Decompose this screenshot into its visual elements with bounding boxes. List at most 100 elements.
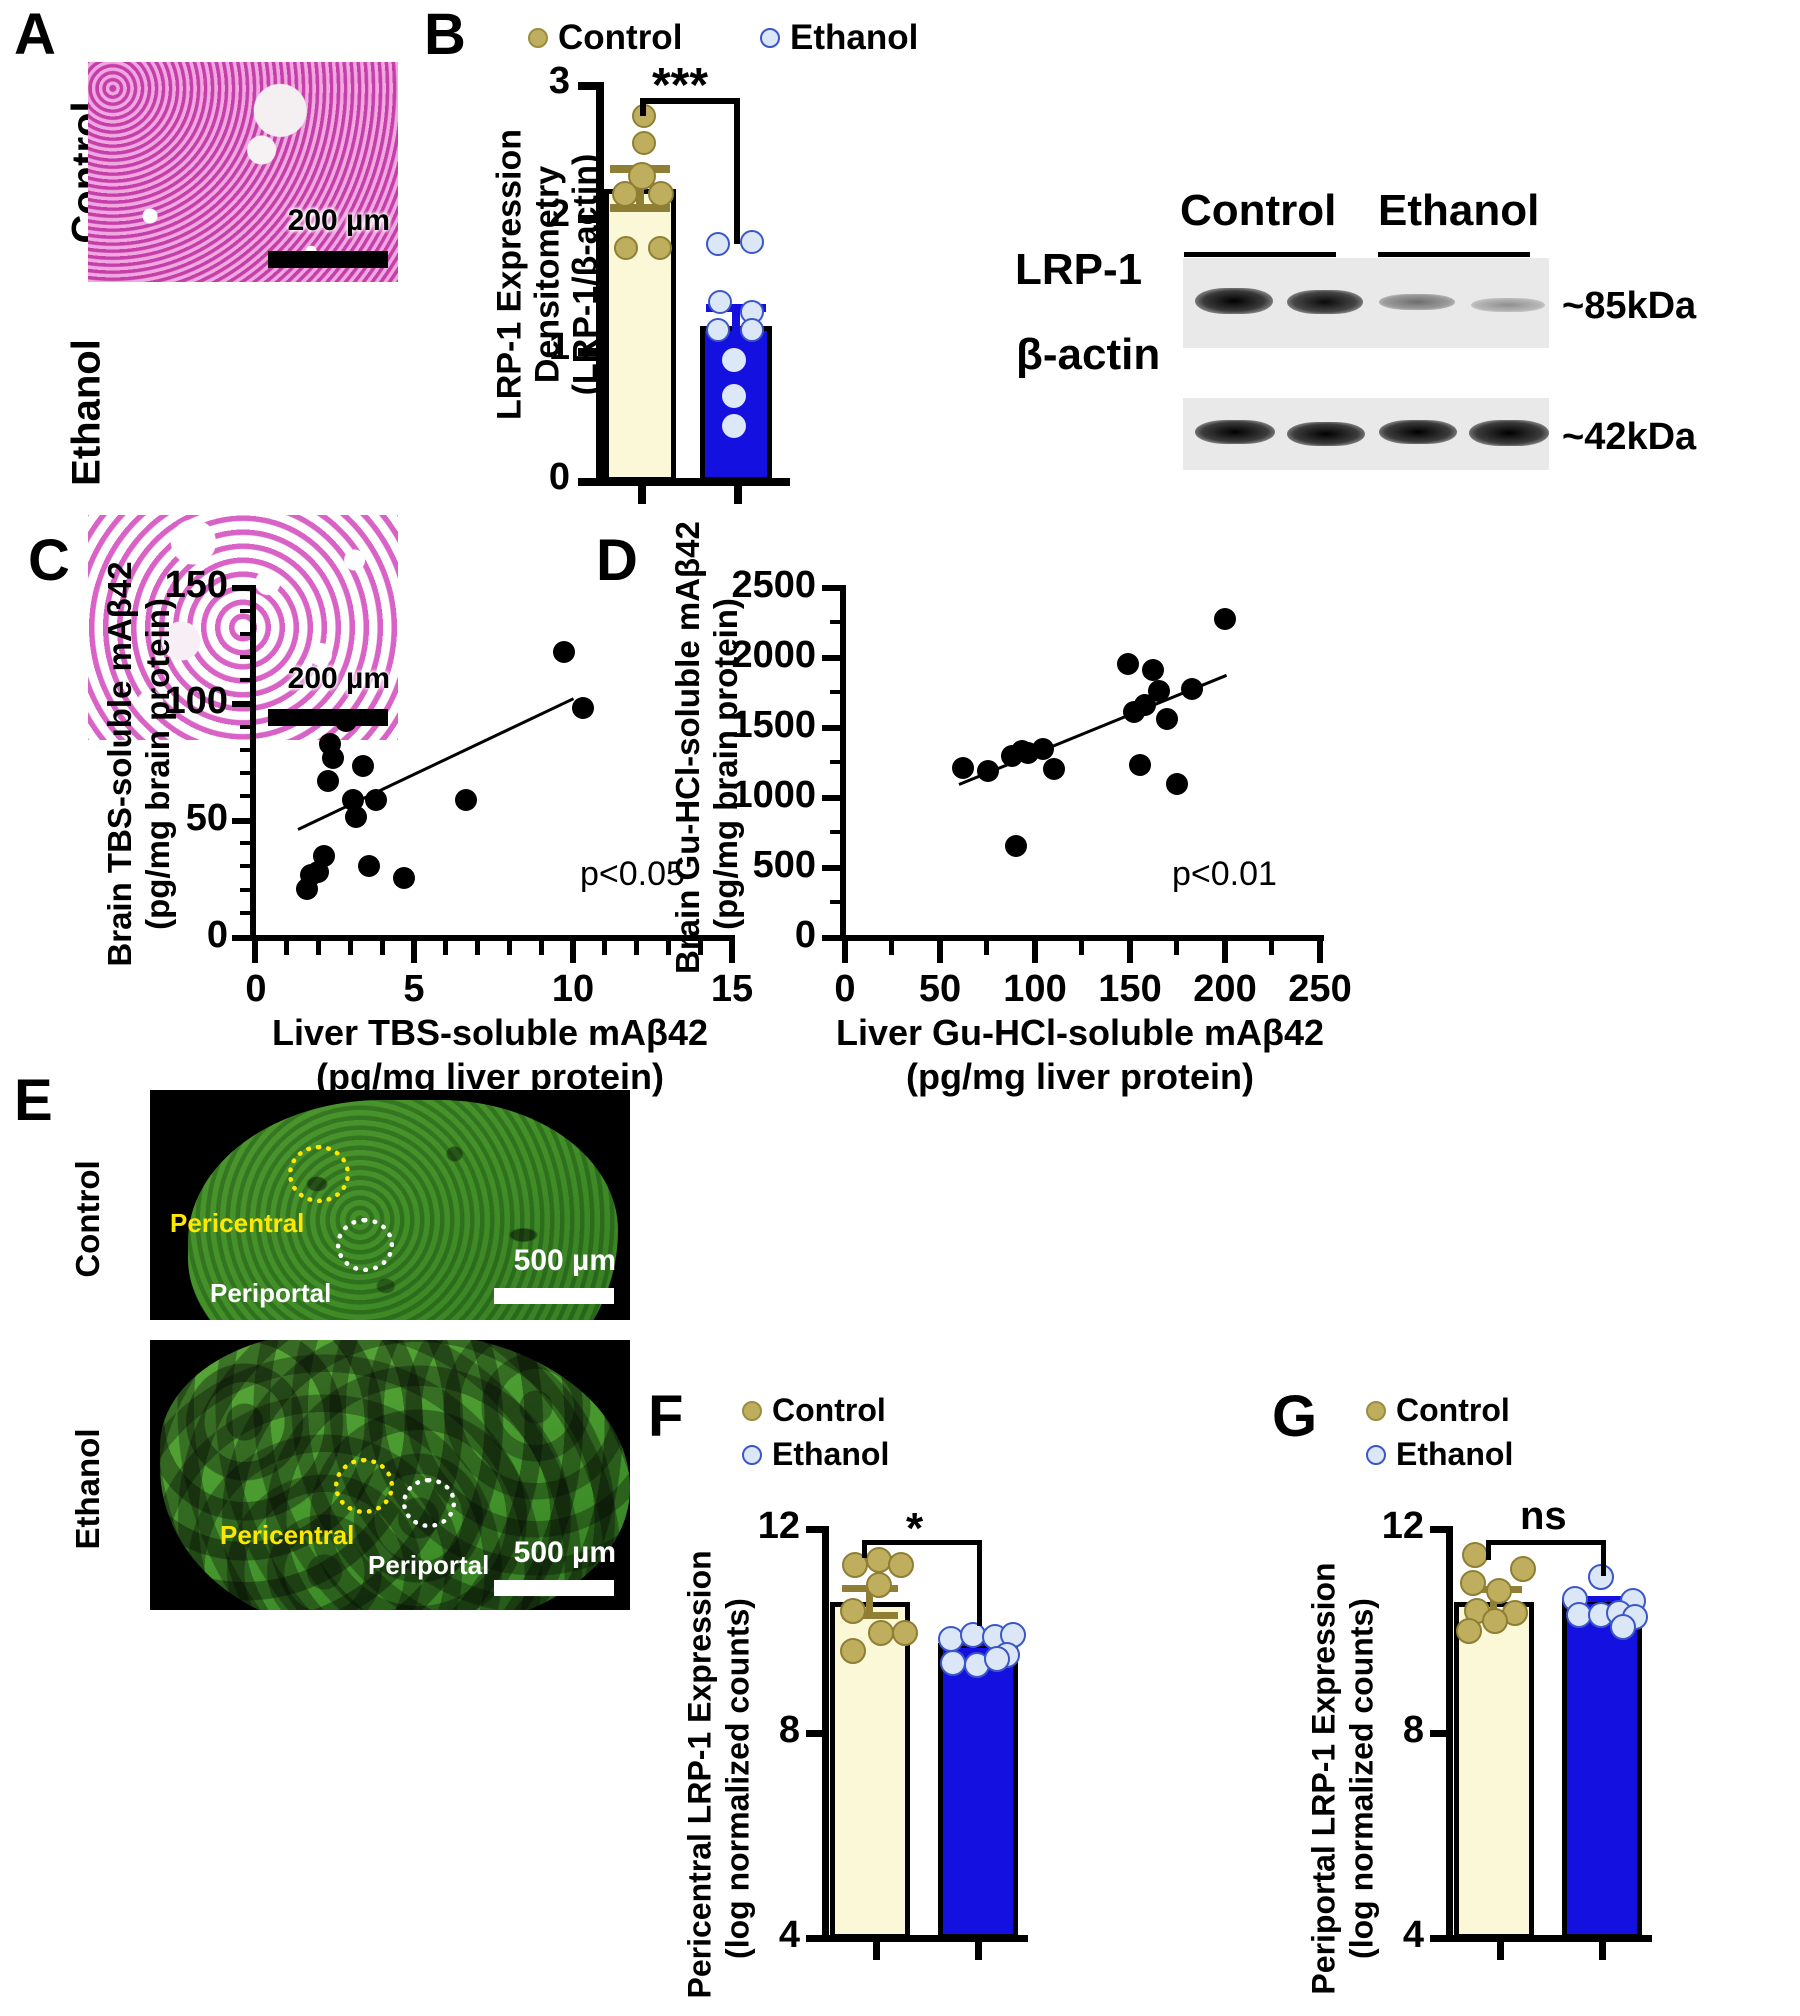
panel-letter-a: A xyxy=(14,2,56,67)
panel-d-xticklabel-200: 200 xyxy=(1193,968,1257,1010)
panel-d-xtick-250 xyxy=(1317,941,1323,963)
panel-f-point-ethanol xyxy=(984,1646,1010,1672)
panel-f-sig-bracket-right xyxy=(977,1540,982,1626)
panel-c-y-axis xyxy=(250,585,256,941)
panel-g-point-control xyxy=(1462,1542,1488,1568)
panel-e-row-label-control: Control xyxy=(69,1160,106,1278)
panel-f-significance: * xyxy=(906,1504,924,1553)
panel-g-x-axis xyxy=(1446,1935,1652,1942)
legend-label-ethanol: Ethanol xyxy=(1396,1436,1514,1472)
panel-f-x-axis xyxy=(822,1935,1028,1942)
panel-g-yticklabel-12: 12 xyxy=(1381,1505,1424,1547)
panel-d-yticklabel-0: 0 xyxy=(794,914,816,956)
panel-d-yticklabel-500: 500 xyxy=(752,844,816,886)
scalebar-text-fluorescence-control: 500 µm xyxy=(513,1244,616,1277)
panel-b-legend-ethanol: Ethanol xyxy=(760,18,918,58)
scalebar-fluorescence-control xyxy=(494,1288,614,1304)
legend-marker-control-icon xyxy=(1366,1400,1386,1421)
fluorescence-image-ethanol: Pericentral Periportal 500 µm xyxy=(150,1340,630,1610)
panel-c-datapoint xyxy=(342,789,364,811)
fluorescence-image-control: Pericentral Periportal 500 µm xyxy=(150,1090,630,1320)
blot-group-label-ethanol: Ethanol xyxy=(1378,186,1540,235)
he-image-control: 200 µm xyxy=(88,62,398,282)
panel-d-ytick-2000 xyxy=(822,655,844,661)
panel-b-errorcap-control-bottom xyxy=(610,204,670,212)
panel-b-x-axis xyxy=(596,478,790,486)
panel-f-sig-bracket-left xyxy=(862,1540,867,1558)
panel-c-xtick-0 xyxy=(252,941,258,963)
blot-band-box-lrp1 xyxy=(1183,258,1549,348)
panel-d-datapoint xyxy=(1032,738,1054,760)
scalebar-text-fluorescence-ethanol: 500 µm xyxy=(513,1536,616,1569)
pericentral-label-ethanol: Pericentral xyxy=(220,1520,355,1550)
scalebar-ethanol xyxy=(268,709,388,726)
blot-group-underline-control xyxy=(1184,252,1336,257)
legend-marker-ethanol-icon xyxy=(760,28,780,48)
panel-g-sig-bracket-top xyxy=(1486,1540,1606,1545)
panel-letter-e: E xyxy=(14,1068,53,1133)
legend-label-control: Control xyxy=(1396,1392,1510,1428)
panel-c-xtick-minor xyxy=(475,941,480,955)
panel-d-ytick-minor xyxy=(830,830,844,834)
panel-d-datapoint xyxy=(1214,608,1236,630)
panel-g-ytick-8 xyxy=(1430,1730,1450,1737)
panel-g-significance: ns xyxy=(1520,1494,1567,1538)
panel-c-xtick-minor xyxy=(443,941,448,955)
blot-mw-bactin: ~42kDa xyxy=(1562,416,1697,458)
panel-f-errorbar-control xyxy=(866,1585,873,1619)
panel-c-datapoint xyxy=(322,747,344,769)
panel-d-datapoint xyxy=(1134,694,1156,716)
panel-f-yticklabel-12: 12 xyxy=(757,1505,800,1547)
scalebar-fluorescence-ethanol xyxy=(494,1580,614,1596)
panel-b-point-ethanol xyxy=(722,414,746,438)
panel-g-sig-bracket-right xyxy=(1601,1540,1606,1576)
periportal-circle-ethanol xyxy=(402,1478,456,1528)
panel-c-xtick-minor xyxy=(539,941,544,955)
panel-f-xtick-control xyxy=(873,1942,880,1960)
panel-g-xtick-control xyxy=(1497,1942,1504,1960)
panel-b-point-control xyxy=(648,236,672,260)
panel-b-yticklabel-1: 1 xyxy=(548,326,570,368)
panel-c-ytick-minor xyxy=(240,609,254,613)
panel-d-xticklabel-50: 50 xyxy=(918,968,962,1010)
panel-letter-f: F xyxy=(648,1384,683,1449)
panel-f-point-control xyxy=(868,1620,894,1646)
legend-label-control: Control xyxy=(558,18,683,57)
panel-b-sig-bracket-top xyxy=(640,98,740,104)
panel-c-ytick-minor xyxy=(240,864,254,868)
panel-b-yticklabel-0: 0 xyxy=(548,456,570,498)
panel-c-pvalue: p<0.05 xyxy=(580,855,685,893)
panel-c-datapoint xyxy=(358,855,380,877)
panel-c-xtick-minor xyxy=(602,941,607,955)
panel-d-xtick-0 xyxy=(842,941,848,963)
panel-g-point-control xyxy=(1486,1578,1512,1604)
panel-d-ytick-1000 xyxy=(822,795,844,801)
panel-f-point-control xyxy=(840,1638,866,1664)
panel-g-ytick-12 xyxy=(1430,1526,1450,1533)
panel-d-yticklabel-2500: 2500 xyxy=(731,564,816,606)
panel-g-point-control xyxy=(1510,1556,1536,1582)
blot-group-label-control: Control xyxy=(1180,186,1337,235)
panel-a-row-label-ethanol: Ethanol xyxy=(64,339,109,486)
panel-c-xticklabel-0: 0 xyxy=(245,968,267,1010)
panel-d-datapoint xyxy=(952,757,974,779)
panel-b-legend-control: Control xyxy=(528,18,682,58)
panel-c-xticklabel-15: 15 xyxy=(710,968,754,1010)
panel-g-point-ethanol xyxy=(1610,1614,1636,1640)
panel-b-point-ethanol xyxy=(722,348,746,372)
panel-f-point-control xyxy=(840,1598,866,1624)
panel-b-point-ethanol xyxy=(706,318,730,342)
panel-c-yticklabel-150: 150 xyxy=(164,564,228,606)
panel-c-ytick-minor xyxy=(240,725,254,729)
legend-marker-ethanol-icon xyxy=(742,1444,762,1465)
panel-c-datapoint xyxy=(335,710,357,732)
panel-f-xtick-ethanol xyxy=(975,1942,982,1960)
blot-band-lrp1-ethanol-1 xyxy=(1379,294,1455,310)
panel-g-yticklabel-8: 8 xyxy=(1402,1709,1424,1751)
panel-b-ylabel-line1: LRP-1 Expression xyxy=(490,129,529,420)
panel-c-ytick-minor xyxy=(240,632,254,636)
panel-g-errorcap-ethanol xyxy=(1572,1596,1630,1602)
panel-c-ytick-minor xyxy=(240,888,254,892)
panel-c-ytick-50 xyxy=(232,818,254,824)
he-image-ethanol: 200 µm xyxy=(88,515,398,740)
